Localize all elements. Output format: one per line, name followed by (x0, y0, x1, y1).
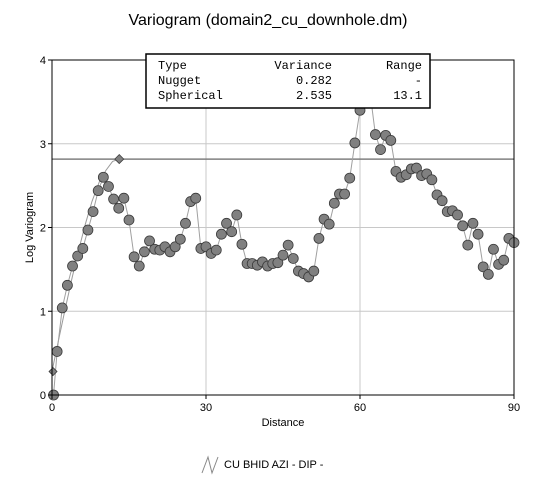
data-point (411, 162, 422, 174)
data-point (174, 233, 186, 245)
x-tick-label: 60 (354, 402, 366, 414)
data-point (236, 238, 248, 250)
model-curve (51, 158, 120, 372)
data-point (349, 137, 361, 149)
data-point (385, 134, 397, 146)
data-point (72, 250, 84, 262)
data-point (328, 197, 340, 209)
data-point (190, 192, 202, 204)
data-point (67, 260, 78, 272)
legend-line-icon (201, 455, 219, 475)
data-point (77, 243, 89, 254)
data-point (92, 185, 104, 197)
data-point (308, 265, 320, 277)
model-table-cell: Spherical (158, 89, 223, 103)
data-point (287, 253, 299, 264)
data-point (103, 181, 114, 192)
data-point (123, 214, 135, 226)
data-point (97, 171, 109, 183)
model-box-frame (145, 53, 431, 109)
data-point (221, 217, 232, 229)
data-point (436, 195, 448, 207)
model-table-cell: 2.535 (296, 89, 332, 103)
x-tick-label: 30 (200, 402, 212, 414)
legend-label: CU BHID AZI - DIP - (224, 459, 324, 471)
data-points-group (48, 81, 520, 401)
data-point (169, 241, 181, 253)
data-point (482, 268, 494, 280)
variogram-chart: 0 30 60 90 0 1 2 3 4 Distance Log Variogram Type… (24, 53, 520, 429)
data-point (108, 193, 119, 205)
y-tick-label: 4 (40, 55, 46, 67)
data-point (144, 235, 155, 247)
data-point (210, 244, 222, 256)
grid-lines (52, 60, 514, 395)
data-point (215, 228, 227, 240)
data-point (462, 239, 474, 251)
x-axis-label: Distance (262, 417, 305, 429)
model-parameters-box: Type Variance Range Nugget 0.282 - Spherical 2.… (145, 53, 431, 109)
model-table-cell: 0.282 (296, 74, 332, 88)
data-point (282, 239, 294, 251)
model-table-header: Type (158, 59, 187, 73)
data-point (87, 206, 99, 217)
data-point (452, 209, 463, 221)
data-point (457, 220, 469, 232)
data-point (226, 226, 238, 238)
axis-ticks-group: 0 30 60 90 0 1 2 3 4 (40, 55, 520, 414)
data-point (51, 346, 63, 357)
data-point (426, 174, 438, 186)
data-point (323, 218, 335, 230)
data-point (467, 217, 479, 229)
model-range-marker (114, 154, 125, 165)
y-tick-label: 3 (40, 139, 46, 151)
data-point (62, 279, 73, 291)
y-tick-label: 0 (40, 390, 46, 402)
data-point (277, 249, 289, 261)
model-table-cell: - (415, 74, 422, 88)
data-point (344, 172, 356, 184)
data-point (477, 261, 489, 273)
x-tick-label: 90 (508, 402, 520, 414)
nugget-marker (48, 366, 58, 377)
data-point (56, 302, 68, 314)
data-point (375, 144, 386, 156)
data-point (339, 188, 351, 200)
data-point (118, 192, 130, 204)
model-table-cell: Nugget (158, 74, 201, 88)
y-tick-label: 1 (40, 306, 46, 318)
data-point (82, 224, 94, 236)
model-table-header: Variance (274, 59, 332, 73)
legend: CU BHID AZI - DIP - (200, 455, 323, 475)
chart-title: Variogram (domain2_cu_downhole.dm) (128, 12, 408, 29)
data-point (272, 257, 284, 269)
data-point (113, 202, 125, 214)
series-line (53, 85, 515, 396)
data-point (128, 251, 140, 263)
y-axis-label: Log Variogram (24, 192, 36, 263)
data-point (488, 243, 499, 255)
data-point (313, 232, 325, 244)
x-tick-label: 0 (49, 402, 55, 414)
data-point (472, 228, 484, 240)
model-table-header: Range (386, 59, 422, 73)
model-curve-group (51, 154, 125, 372)
series-line-group (53, 85, 515, 396)
model-table-cell: 13.1 (393, 89, 422, 103)
data-point (231, 209, 243, 221)
data-point (498, 254, 510, 266)
y-tick-label: 2 (40, 223, 46, 235)
data-point (180, 217, 191, 229)
data-point (133, 260, 145, 272)
data-point (138, 246, 150, 258)
data-point (369, 129, 381, 140)
